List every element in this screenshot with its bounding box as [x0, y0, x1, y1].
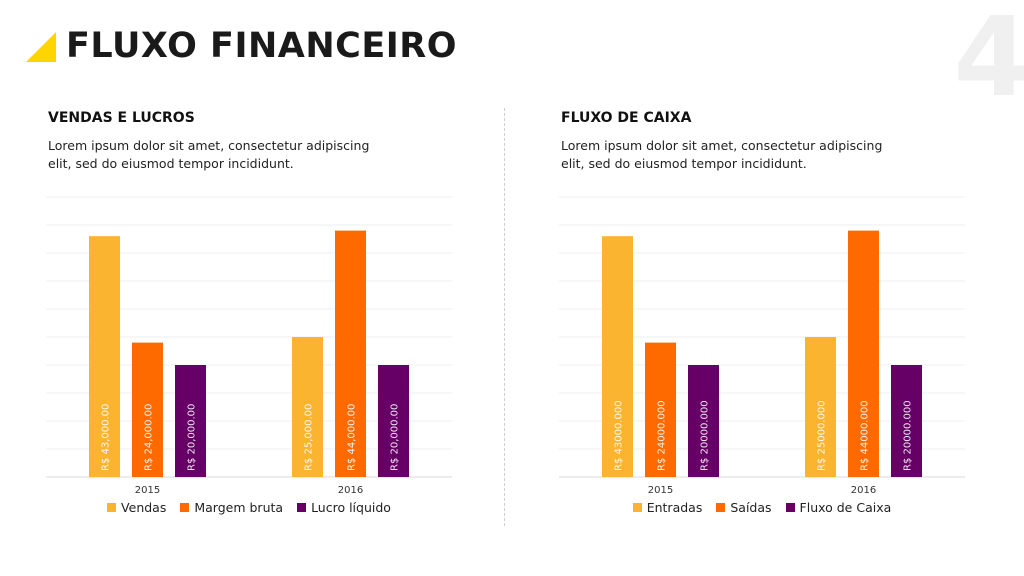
accent-triangle	[26, 32, 56, 62]
bar	[688, 365, 719, 477]
page-number: 4	[953, 0, 1024, 121]
data-label: R$ 20,000.00	[390, 404, 401, 471]
legend-label: Fluxo de Caixa	[799, 500, 892, 515]
bar	[602, 236, 633, 477]
data-label: R$ 43,000.00	[101, 404, 112, 471]
panel-title: VENDAS E LUCROS	[48, 110, 195, 126]
chart-legend: Entradas Saídas Fluxo de Caixa	[559, 500, 965, 515]
x-tick-label: 2015	[135, 485, 160, 495]
bar	[848, 230, 879, 477]
panel-description: Lorem ipsum dolor sit amet, consectetur …	[48, 138, 370, 171]
legend-label: Lucro líquido	[311, 500, 391, 515]
legend-item: Fluxo de Caixa	[785, 500, 892, 515]
accent-triangle-shape	[26, 32, 56, 62]
legend-swatch	[180, 503, 190, 512]
sales-profit-panel: VENDAS E LUCROS Lorem ipsum dolor sit am…	[0, 0, 452, 576]
chart-legend: Vendas Margem bruta Lucro líquido	[46, 500, 452, 515]
data-label: R$ 24,000.00	[144, 404, 155, 471]
bar	[89, 236, 120, 477]
legend-swatch	[297, 503, 307, 512]
data-label: R$ 25000.000	[817, 400, 828, 471]
legend-swatch	[107, 503, 117, 512]
legend-label: Margem bruta	[194, 500, 284, 515]
bar	[378, 365, 409, 477]
bar	[132, 342, 163, 477]
panel-title: FLUXO DE CAIXA	[561, 110, 692, 126]
page-title: FLUXO FINANCEIRO	[66, 26, 457, 66]
data-label: R$ 24000.000	[657, 400, 668, 471]
legend-label: Vendas	[121, 500, 167, 515]
bar	[175, 365, 206, 477]
x-tick-label: 2016	[851, 485, 876, 495]
panel-divider	[504, 108, 505, 526]
panel-description: Lorem ipsum dolor sit amet, consectetur …	[561, 138, 883, 171]
data-label: R$ 25,000.00	[304, 404, 315, 471]
legend-swatch	[716, 503, 726, 512]
cash-flow-panel: FLUXO DE CAIXA Lorem ipsum dolor sit ame…	[513, 0, 965, 576]
data-label: R$ 44000.000	[860, 400, 871, 471]
data-label: R$ 44,000.00	[347, 404, 358, 471]
data-label: R$ 43000.000	[614, 400, 625, 471]
bar	[891, 365, 922, 477]
legend-item: Vendas	[107, 500, 166, 515]
legend-swatch	[632, 503, 642, 512]
bar	[335, 230, 366, 477]
sales-profit-chart: R$ 43,000.00 R$ 24,000.00 R$ 20,000.00 2015…	[46, 196, 452, 495]
legend-item: Entradas	[632, 500, 703, 515]
data-label: R$ 20000.000	[903, 400, 914, 471]
legend-swatch	[785, 503, 795, 512]
bar	[645, 342, 676, 477]
legend-item: Lucro líquido	[297, 500, 391, 515]
legend-label: Entradas	[646, 500, 703, 515]
data-label: R$ 20,000.00	[187, 404, 198, 471]
data-label: R$ 20000.000	[700, 400, 711, 471]
legend-item: Margem bruta	[180, 500, 283, 515]
x-tick-label: 2016	[338, 485, 363, 495]
legend-label: Saídas	[730, 500, 772, 515]
bar	[292, 337, 323, 477]
legend-item: Saídas	[716, 500, 772, 515]
bar	[805, 337, 836, 477]
x-tick-label: 2015	[648, 485, 673, 495]
cash-flow-chart: R$ 43000.000 R$ 24000.000 R$ 20000.000 2015…	[559, 196, 965, 495]
